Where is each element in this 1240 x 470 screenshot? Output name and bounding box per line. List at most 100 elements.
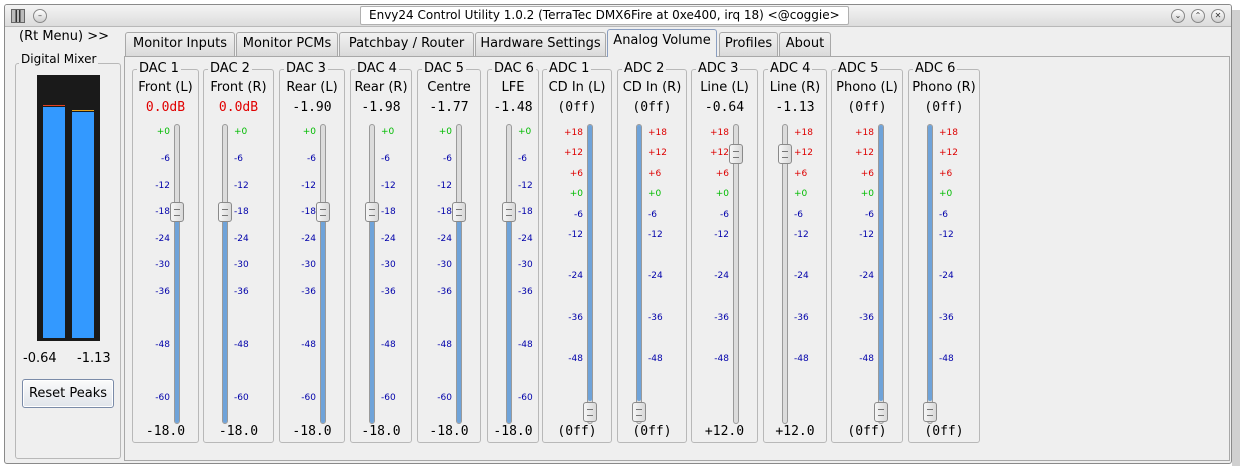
rt-menu-label[interactable]: (Rt Menu) >> bbox=[19, 29, 110, 44]
scale-tick-label: +0 bbox=[381, 127, 395, 137]
scale-tick-label: -36 bbox=[155, 287, 170, 297]
scale-tick-label: -12 bbox=[301, 181, 316, 191]
slider-fill bbox=[457, 203, 461, 423]
channel-name: Phono (R) bbox=[912, 80, 976, 95]
channel-strip-adc-3: ADC 3 Line (L) -0.64 +12.0 +18 +12 +6 +0 -6 -12 -2… bbox=[691, 62, 758, 443]
volume-slider-handle[interactable] bbox=[502, 202, 516, 222]
scale-tick-label: -6 bbox=[794, 210, 803, 220]
volume-slider-track[interactable] bbox=[369, 124, 375, 424]
channel-value: -0.64 bbox=[704, 100, 745, 115]
tab-monitor-inputs[interactable]: Monitor Inputs bbox=[125, 32, 235, 56]
close-icon[interactable]: ✕ bbox=[1211, 9, 1225, 23]
volume-slider-handle[interactable] bbox=[632, 402, 646, 422]
scale-tick-label: -36 bbox=[437, 287, 452, 297]
channel-setting: -18.0 bbox=[493, 424, 533, 439]
volume-slider-handle[interactable] bbox=[452, 202, 466, 222]
channel-value: (0ff) bbox=[847, 100, 887, 115]
scale-tick-label: -6 bbox=[865, 210, 874, 220]
scale-tick-label: -18 bbox=[234, 207, 249, 217]
scale-tick-label: -6 bbox=[518, 154, 527, 164]
scale-tick-label: -30 bbox=[381, 260, 396, 270]
maximize-icon[interactable]: ⌃ bbox=[1191, 9, 1205, 23]
scale-tick-label: +12 bbox=[855, 148, 874, 158]
scale-tick-label: -6 bbox=[161, 154, 170, 164]
tab-analog-volume[interactable]: Analog Volume bbox=[607, 29, 717, 57]
volume-slider-track[interactable] bbox=[320, 124, 326, 424]
scale-tick-label: -12 bbox=[714, 230, 729, 240]
volume-slider-handle[interactable] bbox=[170, 202, 184, 222]
volume-slider-track[interactable] bbox=[587, 124, 593, 424]
channel-title: ADC 6 bbox=[913, 61, 958, 76]
channel-strip-dac-2: DAC 2 Front (R) 0.0dB -18.0 +0 -6 -12 -18 -24 -30… bbox=[203, 62, 274, 443]
scale-tick-label: +18 bbox=[648, 128, 667, 138]
scale-tick-label: -36 bbox=[794, 313, 809, 323]
volume-slider-track[interactable] bbox=[782, 124, 788, 424]
slider-fill bbox=[175, 203, 179, 423]
scale-tick-label: -12 bbox=[939, 230, 954, 240]
volume-slider-handle[interactable] bbox=[729, 144, 743, 164]
title-bar[interactable]: – Envy24 Control Utility 1.0.2 (TerraTec… bbox=[5, 5, 1231, 27]
scale-tick-label: +0 bbox=[302, 127, 316, 137]
channel-setting: -18.0 bbox=[145, 424, 186, 439]
volume-slider-track[interactable] bbox=[733, 124, 739, 424]
volume-slider-handle[interactable] bbox=[583, 402, 597, 422]
volume-slider-track[interactable] bbox=[222, 124, 228, 424]
channel-name: Rear (R) bbox=[354, 80, 408, 95]
channel-strip-adc-1: ADC 1 CD In (L) (0ff) (0ff) +18 +12 +6 +0 -6 -12 -… bbox=[542, 62, 612, 443]
analog-volume-panel: DAC 1 Front (L) 0.0dB -18.0 +0 -6 -12 -18 -24 -30… bbox=[124, 56, 1230, 461]
tab-patchbay-router[interactable]: Patchbay / Router bbox=[339, 32, 474, 56]
channel-setting: (0ff) bbox=[632, 424, 672, 439]
scale-tick-label: +0 bbox=[715, 189, 729, 199]
scale-tick-label: -36 bbox=[301, 287, 316, 297]
volume-slider-handle[interactable] bbox=[778, 144, 792, 164]
scale-tick-label: -60 bbox=[301, 393, 316, 403]
slider-fill bbox=[588, 125, 592, 401]
tab-hardware-settings[interactable]: Hardware Settings bbox=[475, 32, 606, 56]
volume-slider-handle[interactable] bbox=[316, 202, 330, 222]
volume-slider-handle[interactable] bbox=[923, 402, 937, 422]
volume-slider-track[interactable] bbox=[174, 124, 180, 424]
scale-tick-label: +0 bbox=[234, 127, 248, 137]
volume-slider-track[interactable] bbox=[506, 124, 512, 424]
peak-marker bbox=[72, 109, 94, 111]
volume-slider-track[interactable] bbox=[878, 124, 884, 424]
scale-tick-label: -24 bbox=[859, 271, 874, 281]
channel-strip-dac-3: DAC 3 Rear (L) -1.90 -18.0 +0 -6 -12 -18 -24 -30 -… bbox=[279, 62, 345, 443]
scale-tick-label: -6 bbox=[234, 154, 243, 164]
channel-value: 0.0dB bbox=[145, 100, 186, 115]
scale-tick-label: +18 bbox=[564, 128, 583, 138]
minimize-icon[interactable]: ⌄ bbox=[1171, 9, 1185, 23]
volume-slider-handle[interactable] bbox=[874, 402, 888, 422]
tab-profiles[interactable]: Profiles bbox=[719, 32, 778, 56]
scale-tick-label: +6 bbox=[860, 169, 874, 179]
window-menu-icon[interactable]: – bbox=[33, 9, 47, 23]
tab-monitor-pcms[interactable]: Monitor PCMs bbox=[236, 32, 338, 56]
volume-slider-handle[interactable] bbox=[365, 202, 379, 222]
reset-peaks-button[interactable]: Reset Peaks bbox=[22, 379, 114, 408]
channel-strip-dac-1: DAC 1 Front (L) 0.0dB -18.0 +0 -6 -12 -18 -24 -30… bbox=[132, 62, 199, 443]
channel-value: -1.48 bbox=[493, 100, 533, 115]
channel-value: -1.90 bbox=[292, 100, 332, 115]
volume-slider-handle[interactable] bbox=[218, 202, 232, 222]
scale-tick-label: -12 bbox=[518, 181, 533, 191]
scale-tick-label: +12 bbox=[648, 148, 667, 158]
app-icon[interactable] bbox=[11, 9, 25, 23]
tab-about[interactable]: About bbox=[779, 32, 831, 56]
scale-tick-label: +0 bbox=[518, 127, 532, 137]
level-meters bbox=[37, 75, 100, 341]
scale-tick-label: -60 bbox=[234, 393, 249, 403]
scale-tick-label: +0 bbox=[939, 189, 953, 199]
channel-strip-adc-4: ADC 4 Line (R) -1.13 +12.0 +18 +12 +6 +0 -6 -12 -2… bbox=[763, 62, 827, 443]
volume-slider-track[interactable] bbox=[636, 124, 642, 424]
scale-tick-label: -48 bbox=[939, 354, 954, 364]
channel-setting: (0ff) bbox=[847, 424, 887, 439]
slider-fill bbox=[928, 125, 932, 401]
scale-tick-label: +0 bbox=[648, 189, 662, 199]
channel-title: ADC 5 bbox=[836, 61, 881, 76]
volume-slider-track[interactable] bbox=[456, 124, 462, 424]
scale-tick-label: -24 bbox=[381, 234, 396, 244]
channel-name: Phono (L) bbox=[836, 80, 898, 95]
scale-tick-label: -6 bbox=[720, 210, 729, 220]
volume-slider-track[interactable] bbox=[927, 124, 933, 424]
scale-tick-label: -48 bbox=[568, 354, 583, 364]
